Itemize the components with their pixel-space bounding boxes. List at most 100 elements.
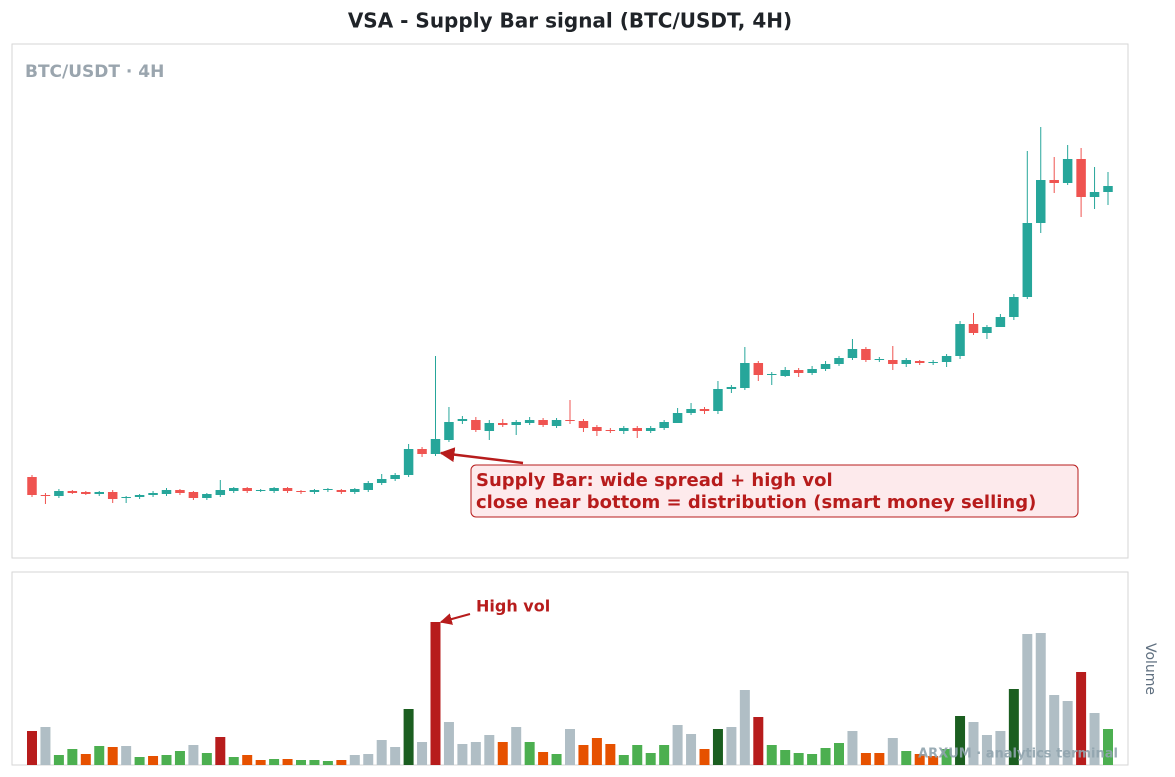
volume-bar — [242, 755, 253, 765]
candle-body — [471, 420, 481, 430]
volume-bar — [121, 746, 132, 765]
candle-body — [955, 324, 965, 356]
volume-bar — [995, 731, 1006, 765]
volume-bar — [188, 745, 199, 765]
candle-body — [215, 490, 226, 495]
volume-bar — [780, 750, 791, 765]
volume-bar — [134, 757, 145, 765]
volume-bar — [1062, 701, 1073, 765]
volume-bar — [632, 745, 643, 765]
volume-bar — [860, 753, 871, 765]
subtitle: BTC/USDT · 4H — [25, 62, 164, 82]
volume-bar — [686, 734, 697, 765]
candle-body — [941, 356, 952, 362]
candle-body — [551, 420, 562, 426]
candle-body — [336, 490, 347, 492]
annotation-text: High vol — [476, 597, 550, 616]
candle-body — [390, 475, 400, 479]
volume-bar — [148, 756, 159, 765]
volume-bar — [578, 745, 589, 765]
volume-bar — [901, 751, 912, 765]
candle-body — [296, 491, 306, 492]
candle-body — [793, 370, 804, 373]
candle-body — [914, 361, 925, 363]
candle-body — [498, 423, 508, 425]
candle-body — [1062, 159, 1073, 183]
volume-bar — [349, 755, 360, 765]
candle-body — [309, 490, 320, 492]
candle-body — [202, 494, 212, 498]
candle-body — [40, 495, 51, 496]
volume-bar — [726, 727, 737, 765]
volume-bar — [955, 716, 966, 765]
candle-body — [807, 369, 817, 373]
volume-bar — [309, 760, 320, 765]
volume-bar — [820, 748, 831, 765]
volume-bar — [161, 755, 172, 765]
watermark: ARXUM · analytics terminal — [918, 747, 1118, 762]
volume-bar — [672, 725, 683, 765]
volume-bar — [390, 747, 401, 765]
candle-body — [27, 477, 37, 495]
volume-bar — [228, 757, 239, 765]
volume-bar — [739, 690, 750, 765]
candle-body — [107, 492, 118, 499]
candle-body — [1049, 180, 1059, 183]
candle-body — [767, 374, 777, 375]
candle-body — [699, 409, 710, 411]
candle-body — [888, 360, 898, 364]
candle-body — [874, 359, 885, 360]
volume-bar — [255, 760, 266, 765]
volume-bar — [874, 753, 885, 765]
candle-body — [524, 420, 535, 423]
candle-body — [538, 420, 548, 425]
volume-bar — [941, 749, 952, 765]
candle-body — [323, 489, 333, 490]
volume-bar — [296, 760, 306, 765]
candle-body — [713, 389, 723, 411]
volume-bar — [766, 745, 777, 765]
annotation-arrow — [439, 613, 471, 625]
candle-body — [632, 428, 642, 431]
candle-body — [605, 430, 616, 431]
volume-bar — [40, 727, 51, 765]
candle-body — [928, 362, 938, 363]
volume-bar — [322, 761, 333, 765]
candle-body — [1022, 223, 1033, 297]
volume-bar — [484, 735, 495, 765]
volume-bar — [215, 737, 226, 765]
volume-bar — [712, 729, 723, 765]
candle-body — [282, 488, 293, 491]
volume-bar — [591, 738, 602, 765]
volume-bar — [887, 738, 898, 765]
candle-body — [457, 419, 468, 421]
candle-body — [968, 324, 979, 333]
candle-body — [578, 421, 589, 428]
candle-body — [847, 349, 858, 358]
volume-bar — [1035, 633, 1046, 765]
volume-bar — [282, 759, 293, 765]
candle-body — [161, 490, 172, 494]
volume-bar — [336, 760, 347, 765]
volume-bar — [27, 731, 37, 765]
candle-body — [592, 427, 602, 431]
candle-body — [444, 422, 454, 440]
volume-bar — [538, 752, 549, 765]
candle-body — [54, 491, 64, 496]
candle-body — [740, 363, 750, 388]
volume-bar — [430, 622, 441, 765]
volume-bar — [80, 754, 91, 765]
volume-bar — [1089, 713, 1100, 765]
volume-bar — [107, 747, 118, 765]
candle-body — [255, 490, 266, 491]
candle-body — [94, 492, 104, 494]
volume-bar — [1022, 634, 1033, 765]
candle-body — [417, 449, 427, 454]
annotation-text: Supply Bar: wide spread + high vol — [476, 470, 833, 491]
volume-bar — [1008, 689, 1019, 765]
candle-body — [645, 428, 656, 431]
candle-body — [1089, 192, 1100, 197]
volume-bar — [914, 754, 925, 765]
candle-body — [1009, 297, 1019, 317]
